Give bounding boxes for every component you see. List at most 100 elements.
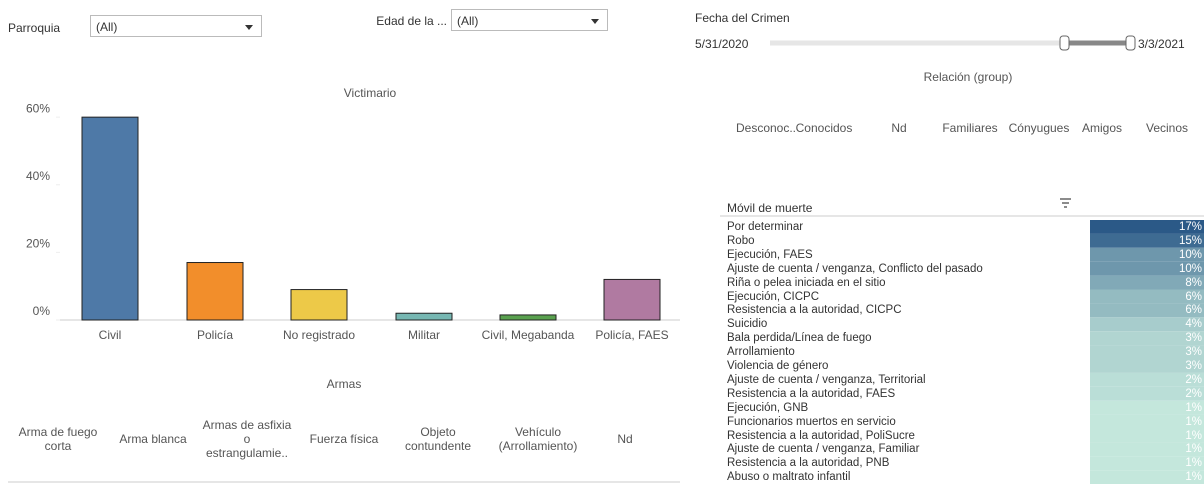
- bar: [603, 278, 661, 321]
- row-label: Resistencia a la autoridad, PoliSucre: [727, 429, 915, 442]
- column-label: Familiares: [942, 121, 998, 135]
- dropdown[interactable]: (All): [90, 15, 262, 37]
- column-label: Nd: [891, 121, 907, 135]
- heat-cell: [1090, 442, 1204, 457]
- sort-icon[interactable]: [1060, 198, 1071, 208]
- value-label: 4%: [1185, 318, 1202, 331]
- slider-handle[interactable]: [1059, 35, 1070, 51]
- row-label: Resistencia a la autoridad, PNB: [727, 457, 890, 470]
- value-label: 1%: [1185, 415, 1202, 428]
- heat-cell: [1090, 400, 1204, 415]
- value-label: 1%: [1185, 443, 1202, 456]
- column-label: Vecinos: [1145, 121, 1189, 135]
- value-label: 6%: [1185, 290, 1202, 303]
- row-label: Violencia de género: [727, 360, 829, 372]
- heat-cell: [1090, 289, 1204, 304]
- section-title: Armas: [326, 377, 362, 391]
- value-label: 1%: [1185, 401, 1202, 414]
- heat-cell: [1090, 261, 1204, 276]
- x-tick-label: Civil: [99, 328, 122, 342]
- value-label: 3%: [1185, 360, 1202, 372]
- row-label: Resistencia a la autoridad, FAES: [727, 387, 896, 400]
- row-label: Ajuste de cuenta / venganza, Territorial: [727, 373, 926, 386]
- bar: [81, 116, 139, 321]
- bar: [290, 289, 348, 321]
- value-label: 2%: [1185, 387, 1202, 400]
- slider-handle[interactable]: [1125, 35, 1136, 51]
- chart-title: Victimario: [343, 86, 397, 100]
- y-tick-label: 40%: [26, 169, 50, 183]
- row-label: Funcionarios muertos en servicio: [727, 415, 896, 428]
- column-label: Arma de fuego corta: [18, 425, 98, 453]
- value-label: 3%: [1185, 332, 1202, 345]
- row-label: Suicidio: [727, 318, 768, 331]
- column-label: Desconoc..: [735, 121, 797, 135]
- heat-cell: [1090, 247, 1204, 262]
- column-label: Objeto contundente: [404, 425, 472, 453]
- row-label: Ajuste de cuenta / venganza, Familiar: [727, 443, 920, 456]
- row-label: Resistencia a la autoridad, CICPC: [727, 304, 902, 317]
- section-title: Relación (group): [923, 70, 1013, 84]
- row-label: Ejecución, CICPC: [727, 290, 820, 303]
- row-label: Abuso o maltrato infantil: [727, 471, 851, 484]
- bar: [395, 312, 453, 321]
- heat-cell: [1090, 470, 1204, 484]
- heat-cell: [1090, 233, 1204, 248]
- value-label: 1%: [1185, 457, 1202, 470]
- column-label: Conocidos: [795, 121, 853, 135]
- y-tick-label: 20%: [26, 237, 50, 251]
- column-label: Nd: [617, 432, 633, 446]
- row-label: Ajuste de cuenta / venganza, Conflicto d…: [727, 262, 983, 275]
- heat-cell: [1090, 386, 1204, 401]
- heat-cell: [1090, 414, 1204, 429]
- row-label: Por determinar: [727, 221, 804, 233]
- y-tick-label: 0%: [33, 304, 51, 318]
- bar: [499, 314, 557, 321]
- heat-cell: [1090, 275, 1204, 290]
- heat-cell: [1090, 220, 1204, 234]
- value-label: 1%: [1185, 429, 1202, 442]
- value-label: 10%: [1178, 248, 1202, 261]
- x-tick-label: Policía: [197, 328, 233, 342]
- value-label: 3%: [1185, 346, 1202, 359]
- filter-label: Fecha del Crimen: [695, 11, 790, 25]
- heat-cell: [1090, 428, 1204, 443]
- dropdown[interactable]: (All): [451, 9, 608, 31]
- value-label: 2%: [1185, 373, 1202, 386]
- x-tick-label: Policía, FAES: [595, 328, 668, 342]
- heat-cell: [1090, 359, 1204, 373]
- value-label: 10%: [1178, 262, 1202, 275]
- x-tick-label: Militar: [408, 328, 440, 342]
- value-label: 8%: [1185, 276, 1202, 289]
- heat-cell: [1090, 317, 1204, 332]
- column-label: Fuerza física: [309, 432, 379, 446]
- column-label: Amigos: [1081, 121, 1122, 135]
- row-label: Riña o pelea iniciada en el sitio: [727, 276, 886, 289]
- x-tick-label: Civil, Megabanda: [482, 328, 575, 342]
- date-start: 5/31/2020: [695, 37, 749, 51]
- filter-label: Parroquia: [8, 21, 61, 35]
- row-label: Ejecución, FAES: [727, 248, 813, 261]
- heat-cell: [1090, 303, 1204, 318]
- column-label: Armas de asfixia o estrangulamie..: [202, 418, 292, 460]
- bar: [186, 262, 244, 321]
- heat-cell: [1090, 345, 1204, 359]
- value-label: 17%: [1178, 221, 1202, 233]
- heat-cell: [1090, 331, 1204, 346]
- value-label: 15%: [1178, 234, 1202, 247]
- value-label: 6%: [1185, 304, 1202, 317]
- filter-label: Edad de la ...: [376, 14, 447, 28]
- heat-cell: [1090, 456, 1204, 471]
- heat-cell: [1090, 372, 1204, 387]
- date-end: 3/3/2021: [1138, 37, 1185, 51]
- y-tick-label: 60%: [26, 101, 50, 115]
- column-label: Arma blanca: [119, 432, 187, 446]
- column-header: Móvil de muerte: [727, 201, 813, 215]
- row-label: Arrollamiento: [727, 346, 795, 359]
- value-label: 1%: [1185, 471, 1202, 484]
- row-label: Ejecución, GNB: [727, 401, 809, 414]
- row-label: Bala perdida/Línea de fuego: [727, 332, 872, 345]
- row-label: Robo: [727, 234, 755, 247]
